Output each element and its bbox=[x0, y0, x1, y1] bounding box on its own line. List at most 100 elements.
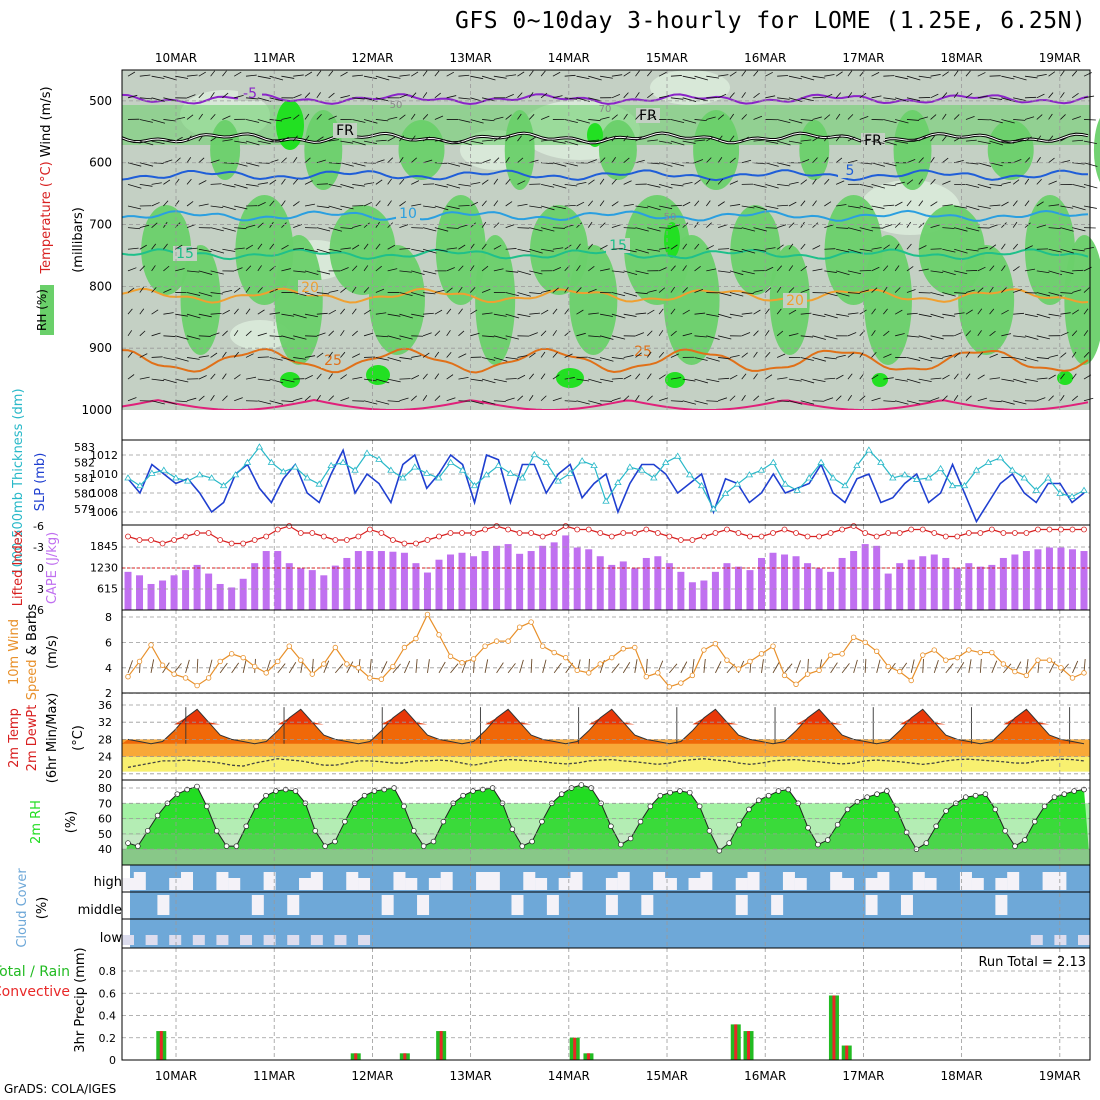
wind-barb bbox=[352, 162, 366, 167]
wind-barb bbox=[599, 157, 606, 164]
wind-barb bbox=[304, 135, 310, 142]
li-marker bbox=[217, 537, 224, 543]
wind-barb bbox=[1036, 73, 1047, 77]
wind-barb bbox=[647, 183, 661, 188]
thickness-marker bbox=[458, 466, 467, 473]
rh2m-marker bbox=[1061, 791, 1068, 797]
wind-barb bbox=[269, 119, 283, 122]
rh-moist-patch bbox=[1024, 195, 1075, 305]
isotherm-line bbox=[121, 169, 1089, 182]
wind-barb bbox=[706, 245, 714, 250]
wind-barb bbox=[151, 222, 158, 228]
wind-barb bbox=[423, 312, 434, 315]
wind-barb-10m bbox=[311, 658, 314, 673]
wind-barb-10m bbox=[669, 663, 678, 674]
wind-barb bbox=[316, 352, 324, 358]
li-marker bbox=[447, 530, 454, 536]
wind-barb bbox=[1001, 378, 1015, 382]
wind-barb bbox=[965, 205, 980, 211]
wind-barb bbox=[800, 179, 807, 185]
wind-barb bbox=[552, 205, 566, 210]
wind-barb bbox=[257, 287, 263, 293]
isotherm-line bbox=[121, 209, 1089, 222]
wind-barb bbox=[599, 200, 605, 207]
wind-barb bbox=[210, 183, 222, 185]
wind-barb bbox=[1072, 227, 1086, 232]
li-tick: 6 bbox=[37, 604, 44, 617]
wind-barb bbox=[682, 243, 688, 250]
temp-axis-title-2: 2m DewPt bbox=[25, 705, 40, 772]
rh2m-marker bbox=[420, 843, 427, 849]
wind-barb bbox=[210, 332, 220, 337]
wind-speed-marker bbox=[148, 642, 154, 648]
wind-barb bbox=[977, 183, 992, 189]
wind-barb bbox=[788, 243, 794, 250]
rh2m-marker bbox=[263, 792, 269, 799]
rh-moist-patch bbox=[475, 235, 516, 365]
rh2m-band bbox=[122, 833, 1090, 850]
cloud-high-cell bbox=[653, 872, 666, 890]
cloud-high-cell bbox=[1042, 872, 1055, 890]
wind-barb bbox=[694, 288, 704, 293]
wind-barb bbox=[836, 270, 850, 276]
wind-barb bbox=[186, 247, 198, 250]
wind-barb bbox=[564, 140, 579, 146]
wind-barb bbox=[588, 97, 602, 102]
wind-barb bbox=[659, 162, 673, 167]
wind-barb bbox=[281, 268, 291, 272]
wind-barb bbox=[635, 292, 648, 295]
isotherm-line bbox=[121, 287, 1089, 304]
wind-barb-10m bbox=[645, 658, 648, 673]
wind-barb bbox=[257, 119, 272, 124]
wind-barb bbox=[954, 312, 965, 315]
wind-speed-marker bbox=[493, 638, 500, 644]
wind-barb bbox=[363, 309, 371, 315]
precip-tick: 0.2 bbox=[99, 1032, 117, 1045]
wind-barb bbox=[529, 159, 539, 164]
wind-barb bbox=[1048, 227, 1061, 230]
wind-barb bbox=[682, 119, 697, 124]
wind-barb bbox=[705, 178, 711, 185]
wind-barb bbox=[245, 244, 254, 250]
wind-barb bbox=[647, 289, 657, 293]
wind-barb-10m bbox=[150, 659, 155, 673]
thickness-marker bbox=[781, 480, 789, 487]
wind-speed-marker bbox=[574, 667, 580, 674]
cloud-row-label: middle bbox=[78, 903, 122, 918]
wind-barb bbox=[1012, 266, 1020, 272]
wind-barb bbox=[1048, 395, 1054, 402]
cape-bar bbox=[757, 557, 765, 610]
wind-barb bbox=[422, 227, 437, 232]
cape-bar bbox=[470, 556, 478, 610]
wind-barb bbox=[859, 289, 870, 293]
temp-peak-area bbox=[122, 709, 1090, 725]
wind-barb bbox=[245, 330, 252, 337]
wind-barb bbox=[375, 75, 390, 81]
rh2m-marker bbox=[460, 792, 466, 799]
wind-barb bbox=[304, 180, 313, 185]
wind-barb bbox=[552, 287, 559, 293]
wind-barb bbox=[399, 292, 413, 297]
precip-conv-bar bbox=[586, 1053, 590, 1060]
wind-barb bbox=[198, 292, 213, 297]
wind-barb bbox=[729, 395, 736, 402]
precip-tick: 0.4 bbox=[99, 1010, 117, 1023]
cape-bar bbox=[504, 544, 512, 610]
wind-barb bbox=[175, 313, 188, 317]
wind-barb bbox=[1048, 180, 1057, 185]
wind-barb bbox=[1060, 248, 1074, 254]
wind-barb bbox=[576, 201, 585, 207]
cloud-high-cell bbox=[735, 878, 748, 890]
wind-barb bbox=[989, 204, 1001, 207]
wind-barb bbox=[753, 330, 759, 337]
wind-speed-marker bbox=[597, 661, 603, 667]
cloud-low-cell bbox=[145, 935, 158, 945]
wind-barb bbox=[729, 92, 735, 99]
cape-bar bbox=[711, 571, 719, 610]
wind-barb bbox=[646, 351, 652, 358]
rh2m-marker bbox=[943, 808, 949, 814]
wind-barb bbox=[859, 139, 871, 142]
wind-barb bbox=[718, 313, 732, 319]
temp-axis-title-4: (°C) bbox=[71, 725, 86, 751]
wind-barb bbox=[670, 75, 682, 77]
